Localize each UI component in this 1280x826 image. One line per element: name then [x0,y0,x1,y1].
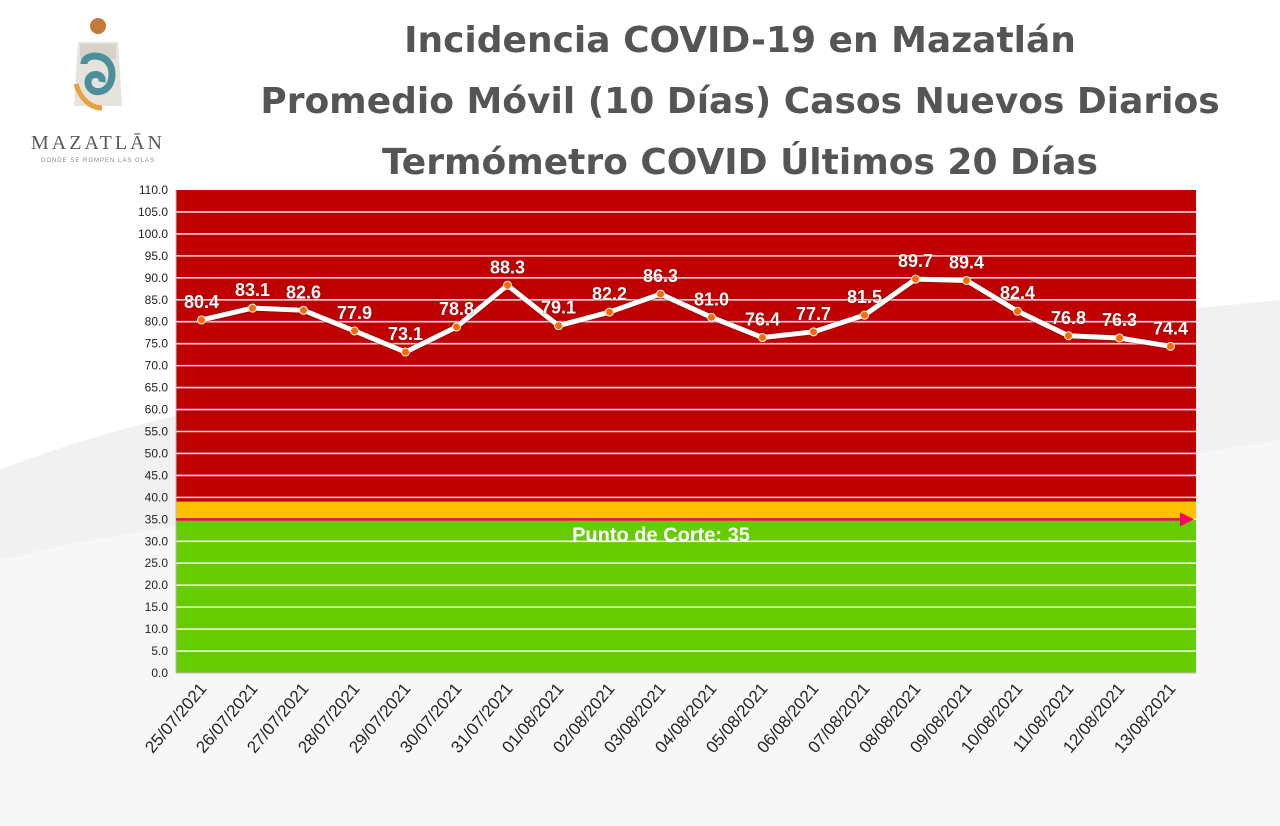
data-label: 89.4 [949,252,984,272]
title-line-3: Termómetro COVID Últimos 20 Días [382,142,1098,183]
green-zone [176,519,1196,673]
data-point [962,275,971,285]
y-tick-label: 30.0 [145,534,169,548]
data-label: 74.4 [1153,318,1188,338]
y-tick-label: 70.0 [145,359,169,373]
data-label: 78.8 [439,299,474,319]
y-tick-label: 60.0 [145,403,169,417]
series-line [200,276,1171,355]
y-tick-label: 45.0 [145,468,169,482]
title-line-1: Incidencia COVID-19 en Mazatlán [404,20,1076,61]
y-tick-label: 85.0 [145,293,169,307]
data-label: 76.3 [1102,310,1137,330]
data-label: 83.1 [235,280,270,300]
data-point [1064,331,1073,341]
data-label: 89.7 [898,251,933,271]
y-tick-label: 90.0 [145,271,169,285]
data-label: 82.4 [1000,283,1035,303]
cut-off-label: Punto de Corte: 35 [572,524,750,546]
y-tick-label: 100.0 [138,227,168,241]
y-tick-label: 95.0 [145,249,169,263]
data-label: 76.8 [1051,308,1086,328]
y-tick-label: 15.0 [145,600,169,614]
data-label: 81.0 [694,289,729,309]
chart-title-block: Incidencia COVID-19 en Mazatlán Promedio… [200,10,1280,193]
y-tick-label: 105.0 [138,205,168,219]
mazatlan-logo: MAZATLĀN DONDE SE ROMPEN LAS OLAS [18,14,178,174]
data-label: 77.7 [796,304,831,324]
data-point [503,280,512,290]
data-label: 82.2 [592,284,627,304]
data-point [350,326,359,336]
data-label: 79.1 [541,298,576,318]
y-tick-label: 0.0 [151,666,168,680]
data-point [299,305,308,315]
yellow-zone [176,501,1196,520]
data-label: 88.3 [490,257,525,277]
data-label: 73.1 [388,324,423,344]
data-point [554,321,563,331]
data-label: 86.3 [643,266,678,286]
y-tick-label: 20.0 [145,578,169,592]
data-point [809,327,818,337]
data-point [911,274,920,284]
wave-emblem-icon [73,18,122,111]
cut-off-arrow-icon [1180,512,1194,527]
red-zone [176,190,1196,502]
data-label: 81.5 [847,287,882,307]
data-point [1115,333,1124,343]
data-point [605,307,614,317]
logo-wordmark: MAZATLĀN [31,132,165,154]
y-tick-label: 50.0 [145,446,169,460]
data-point [1013,306,1022,316]
y-tick-label: 35.0 [145,512,169,526]
y-tick-label: 80.0 [145,315,169,329]
data-point [197,315,206,325]
data-point [452,322,461,332]
y-tick-label: 5.0 [151,644,168,658]
data-label: 82.6 [286,282,321,302]
data-point [860,310,869,320]
data-point [707,312,716,322]
y-tick-label: 75.0 [145,337,169,351]
data-label: 80.4 [184,292,219,312]
data-point [656,289,665,299]
title-line-2: Promedio Móvil (10 Días) Casos Nuevos Di… [260,81,1220,122]
data-point [401,347,410,357]
y-tick-label: 110.0 [139,183,168,197]
y-tick-label: 40.0 [145,490,169,504]
y-tick-label: 55.0 [145,425,169,439]
data-point [248,303,257,313]
data-point [1166,341,1175,351]
data-label: 76.4 [745,310,780,330]
y-tick-label: 65.0 [145,381,169,395]
y-tick-label: 10.0 [145,622,169,636]
data-label: 77.9 [337,303,372,323]
data-point [758,333,767,343]
logo-tagline: DONDE SE ROMPEN LAS OLAS [40,158,156,164]
y-tick-label: 25.0 [145,556,169,570]
